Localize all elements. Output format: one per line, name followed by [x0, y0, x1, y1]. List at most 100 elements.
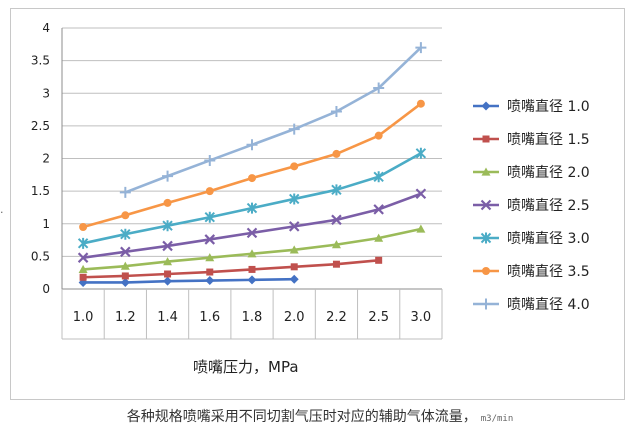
marker-star [331, 184, 342, 196]
chart-frame: 0 0.5 1 1.5 2 2.5 3 3.5 4 1.0 1.2 1.4 1.6 1.8 2.0 2.2 2.… [10, 8, 625, 400]
legend-item: 喷嘴直径 3.5 [473, 263, 590, 280]
marker-square [332, 260, 340, 268]
x-tick-label: 3.0 [411, 310, 432, 325]
y-tick-label: 2 [42, 152, 50, 166]
marker-plus [330, 106, 342, 118]
series-6 [79, 99, 425, 232]
marker-triangle [78, 264, 88, 274]
marker-star [204, 211, 215, 223]
marker-circle [416, 99, 425, 108]
x-tick-label: 2.0 [284, 310, 305, 325]
legend-item: 喷嘴直径 4.0 [473, 296, 590, 313]
series-line [83, 258, 379, 279]
legend-label: 喷嘴直径 1.0 [507, 98, 590, 115]
x-tick-label: 1.2 [115, 310, 136, 325]
y-tick-label: 3.5 [31, 54, 50, 68]
marker-star [480, 232, 492, 244]
caption-unit: m3/min [480, 414, 514, 424]
edge-mark: · [0, 206, 4, 219]
marker-square [206, 268, 214, 276]
series-1 [78, 274, 299, 287]
series-2 [79, 256, 383, 281]
marker-circle [248, 174, 256, 183]
marker-square [248, 265, 256, 273]
legend-item: 喷嘴直径 2.0 [473, 164, 590, 181]
marker-plus [204, 154, 216, 166]
marker-plus [162, 170, 174, 182]
legend-label: 喷嘴直径 1.5 [507, 131, 590, 148]
legend-label: 喷嘴直径 4.0 [507, 296, 590, 313]
marker-star [246, 202, 258, 214]
marker-triangle [331, 240, 341, 249]
marker-plus [246, 139, 258, 151]
marker-plus [119, 186, 131, 198]
marker-triangle [247, 249, 257, 258]
marker-circle [332, 149, 341, 158]
legend-label: 喷嘴直径 3.0 [507, 230, 590, 247]
marker-triangle [416, 224, 426, 233]
y-tick-label: 2.5 [31, 119, 50, 133]
marker-circle [205, 187, 214, 196]
x-tick-label: 1.4 [157, 310, 178, 325]
marker-square [482, 135, 490, 143]
marker-star [120, 228, 131, 240]
series-line [124, 46, 422, 194]
legend-item: 喷嘴直径 3.0 [473, 230, 590, 247]
marker-square [121, 272, 129, 280]
y-tick-label: 1 [42, 217, 50, 231]
y-tick-label: 0 [42, 282, 50, 296]
series-line [83, 277, 295, 284]
marker-x [120, 246, 131, 258]
x-tick-label: 1.6 [199, 310, 220, 325]
y-tick-label: 4 [42, 21, 50, 35]
marker-x [288, 221, 300, 232]
marker-diamond [163, 276, 173, 286]
marker-star [373, 171, 384, 183]
marker-x [331, 214, 342, 226]
marker-x [204, 234, 216, 245]
marker-x [415, 188, 427, 200]
marker-plus [480, 298, 492, 310]
line-chart: 0 0.5 1 1.5 2 2.5 3 3.5 4 1.0 1.2 1.4 1.6 1.8 2.0 2.2 2.… [31, 21, 590, 376]
y-tick-label: 3 [42, 86, 50, 100]
legend-item: 喷嘴直径 2.5 [473, 197, 590, 214]
marker-square [375, 256, 383, 264]
legend-item: 喷嘴直径 1.0 [473, 98, 590, 115]
marker-plus [288, 123, 300, 135]
marker-circle [374, 131, 383, 140]
x-tick-label: 2.2 [326, 310, 347, 325]
marker-plus [373, 82, 385, 94]
caption-text: 各种规格喷嘴采用不同切割气压时对应的辅助气体流量， [126, 409, 477, 425]
marker-triangle [374, 233, 384, 242]
marker-triangle [205, 253, 215, 262]
marker-x [77, 252, 89, 263]
series-line [82, 152, 422, 245]
x-axis-title: 喷嘴压力，MPa [193, 358, 299, 376]
series-line [83, 227, 422, 271]
series-3 [78, 224, 426, 274]
marker-star [415, 147, 427, 159]
legend-item: 喷嘴直径 1.5 [473, 131, 590, 148]
marker-circle [290, 162, 299, 171]
marker-diamond [120, 277, 130, 287]
series-5 [77, 147, 427, 249]
x-tick-label: 2.5 [368, 310, 389, 325]
legend-label: 喷嘴直径 2.5 [507, 197, 590, 214]
y-tick-label: 1.5 [31, 184, 50, 198]
y-tick-label: 0.5 [31, 249, 50, 263]
marker-star [77, 237, 89, 249]
marker-diamond [481, 101, 491, 111]
marker-star [162, 220, 173, 232]
marker-triangle [163, 257, 173, 266]
marker-plus [415, 42, 427, 54]
marker-x [373, 204, 384, 215]
x-tick-label: 1.0 [73, 310, 94, 325]
marker-x [246, 227, 258, 239]
marker-diamond [247, 275, 257, 285]
marker-circle [121, 211, 130, 220]
marker-triangle [289, 245, 299, 254]
legend-label: 喷嘴直径 2.0 [507, 164, 590, 181]
series-7 [119, 42, 427, 198]
marker-square [290, 263, 298, 271]
marker-circle [163, 198, 172, 207]
